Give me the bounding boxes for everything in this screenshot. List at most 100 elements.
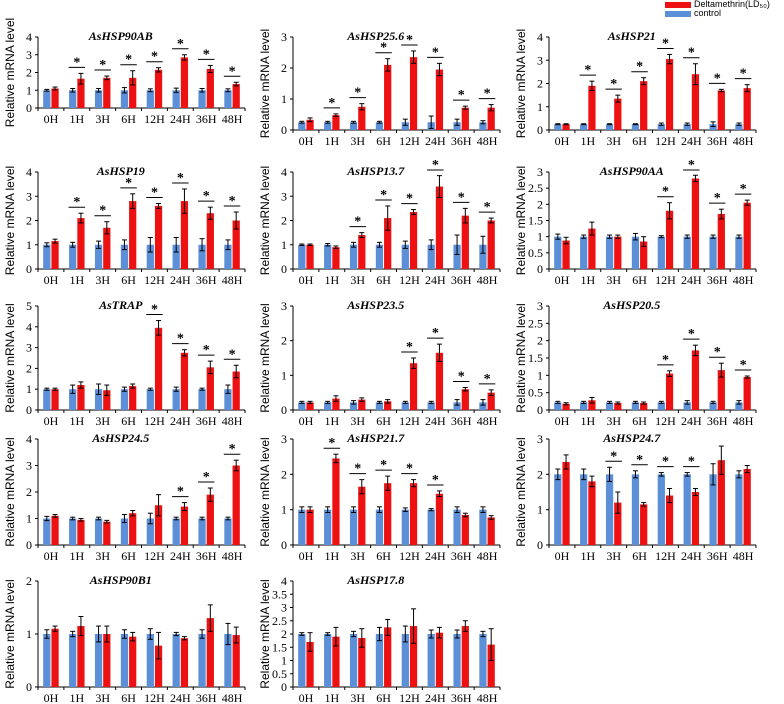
x-tick-label-1h: 1H [580,414,595,428]
significance-star: * [406,462,413,477]
y-tick-label: 4 [26,165,32,179]
significance-star: * [151,303,158,318]
x-tick-label-1h: 1H [324,549,339,563]
chart-title: AsHSP90B1 [89,573,152,587]
y-tick-label: 4 [26,432,32,446]
bar-control-1h [580,474,588,545]
y-tick-label: 1 [537,230,543,244]
bar-treatment-0h [306,402,314,410]
bar-treatment-0h [306,119,314,130]
x-tick-label-24h: 24H [170,691,191,704]
bar-treatment-24h [180,506,189,545]
bar-treatment-24h [180,57,189,108]
bar-control-48h [479,509,487,545]
bar-control-36h [198,389,206,410]
chart-ashsp24-7: 0 1 2 3 Relative mRNA level AsHSP24.7 0H 1H * 3H *… [514,431,757,563]
bar-treatment-1h [332,458,340,545]
x-tick-label-48h: 48H [477,549,498,563]
significance-star: * [432,473,439,488]
bar-control-48h [224,634,232,687]
y-tick-label: 1.5 [272,640,287,654]
bar-treatment-1h [77,78,85,108]
significance-star: * [151,186,158,201]
bar-control-24h [683,402,691,410]
significance-star: * [484,372,491,387]
bar-treatment-6h [384,627,392,687]
x-tick-label-48h: 48H [477,414,498,428]
bar-control-0h [554,402,562,410]
chart-title: AsHSP25.6 [346,29,404,43]
y-axis-label: Relative mRNA level [514,303,528,412]
y-tick-label: 2 [26,361,32,375]
x-tick-label-0h: 0H [299,273,314,287]
bar-treatment-3h [103,390,111,410]
x-tick-label-3h: 3H [606,414,621,428]
y-axis-label: Relative mRNA level [514,29,528,138]
chart-ashsp90ab: 0 1 2 3 4 Relative mRNA level AsHSP90AB 0H * 1H * 3… [3,18,246,127]
chart-ashsp90b1: 0 1 2 Relative mRNA level AsHSP90B1 0H 1H 3H 6H 1… [3,573,246,704]
x-tick-label-1h: 1H [580,273,595,287]
significance-star: * [203,47,210,62]
bar-treatment-48h [232,220,240,269]
bar-control-48h [479,634,487,687]
y-tick-label: 1 [26,83,32,97]
bar-treatment-0h [51,389,59,410]
x-tick-label-6h: 6H [376,134,391,148]
bar-control-0h [43,90,51,108]
bar-treatment-12h [665,210,674,269]
bar-control-1h [324,509,332,545]
significance-star: * [458,88,465,103]
y-tick-label: 4 [26,320,32,334]
chart-title: AsHSP13.7 [346,164,405,178]
bar-treatment-48h [232,465,240,545]
bar-treatment-24h [691,178,700,269]
bar-control-12h [657,124,665,130]
bar-treatment-1h [332,115,340,130]
bar-control-6h [120,518,129,545]
x-tick-label-0h: 0H [44,273,59,287]
bar-treatment-6h [640,504,648,545]
bar-treatment-6h [129,513,137,545]
y-tick-label: 2 [537,197,543,211]
chart-astrap: 0 1 2 3 4 5 Relative mRNA level AsTRAP 0H 1H 3H 6H *… [3,298,246,428]
y-tick-label: 3 [281,601,287,615]
bar-treatment-1h [332,247,340,269]
x-tick-label-36h: 36H [451,273,472,287]
y-tick-label: 0 [281,680,287,694]
y-tick-label: 4 [537,30,543,44]
y-tick-label: 4 [281,574,287,588]
significance-star: * [740,182,747,197]
bar-treatment-24h [435,352,444,410]
legend-swatch-control [665,10,691,17]
x-tick-label-36h: 36H [196,691,217,704]
bar-control-3h [605,236,614,269]
bar-control-0h [298,509,306,545]
x-tick-label-3h: 3H [95,273,110,287]
bar-control-1h [324,244,332,269]
chart-title: AsHSP23.5 [346,298,404,312]
bar-control-3h [349,122,358,130]
bar-control-3h [605,474,614,545]
bar-treatment-36h [717,214,725,269]
x-tick-label-3h: 3H [95,691,110,704]
bar-treatment-12h [154,505,163,545]
bar-control-24h [427,509,435,545]
bar-treatment-0h [306,244,314,269]
y-axis-label: Relative mRNA level [514,166,528,275]
bar-treatment-12h [665,59,674,130]
bar-treatment-3h [614,236,622,269]
x-tick-label-6h: 6H [121,414,136,428]
bar-treatment-6h [129,636,137,687]
bar-control-0h [298,402,306,410]
x-tick-label-6h: 6H [632,549,647,563]
x-tick-label-1h: 1H [580,549,595,563]
x-tick-label-48h: 48H [733,549,754,563]
bar-control-36h [453,244,461,269]
significance-star: * [380,41,387,56]
significance-star: * [328,436,335,451]
bar-treatment-1h [588,85,596,130]
bar-treatment-24h [691,492,700,545]
x-tick-label-1h: 1H [324,414,339,428]
x-tick-label-12h: 12H [655,414,676,428]
y-tick-label: 2.5 [528,181,543,195]
